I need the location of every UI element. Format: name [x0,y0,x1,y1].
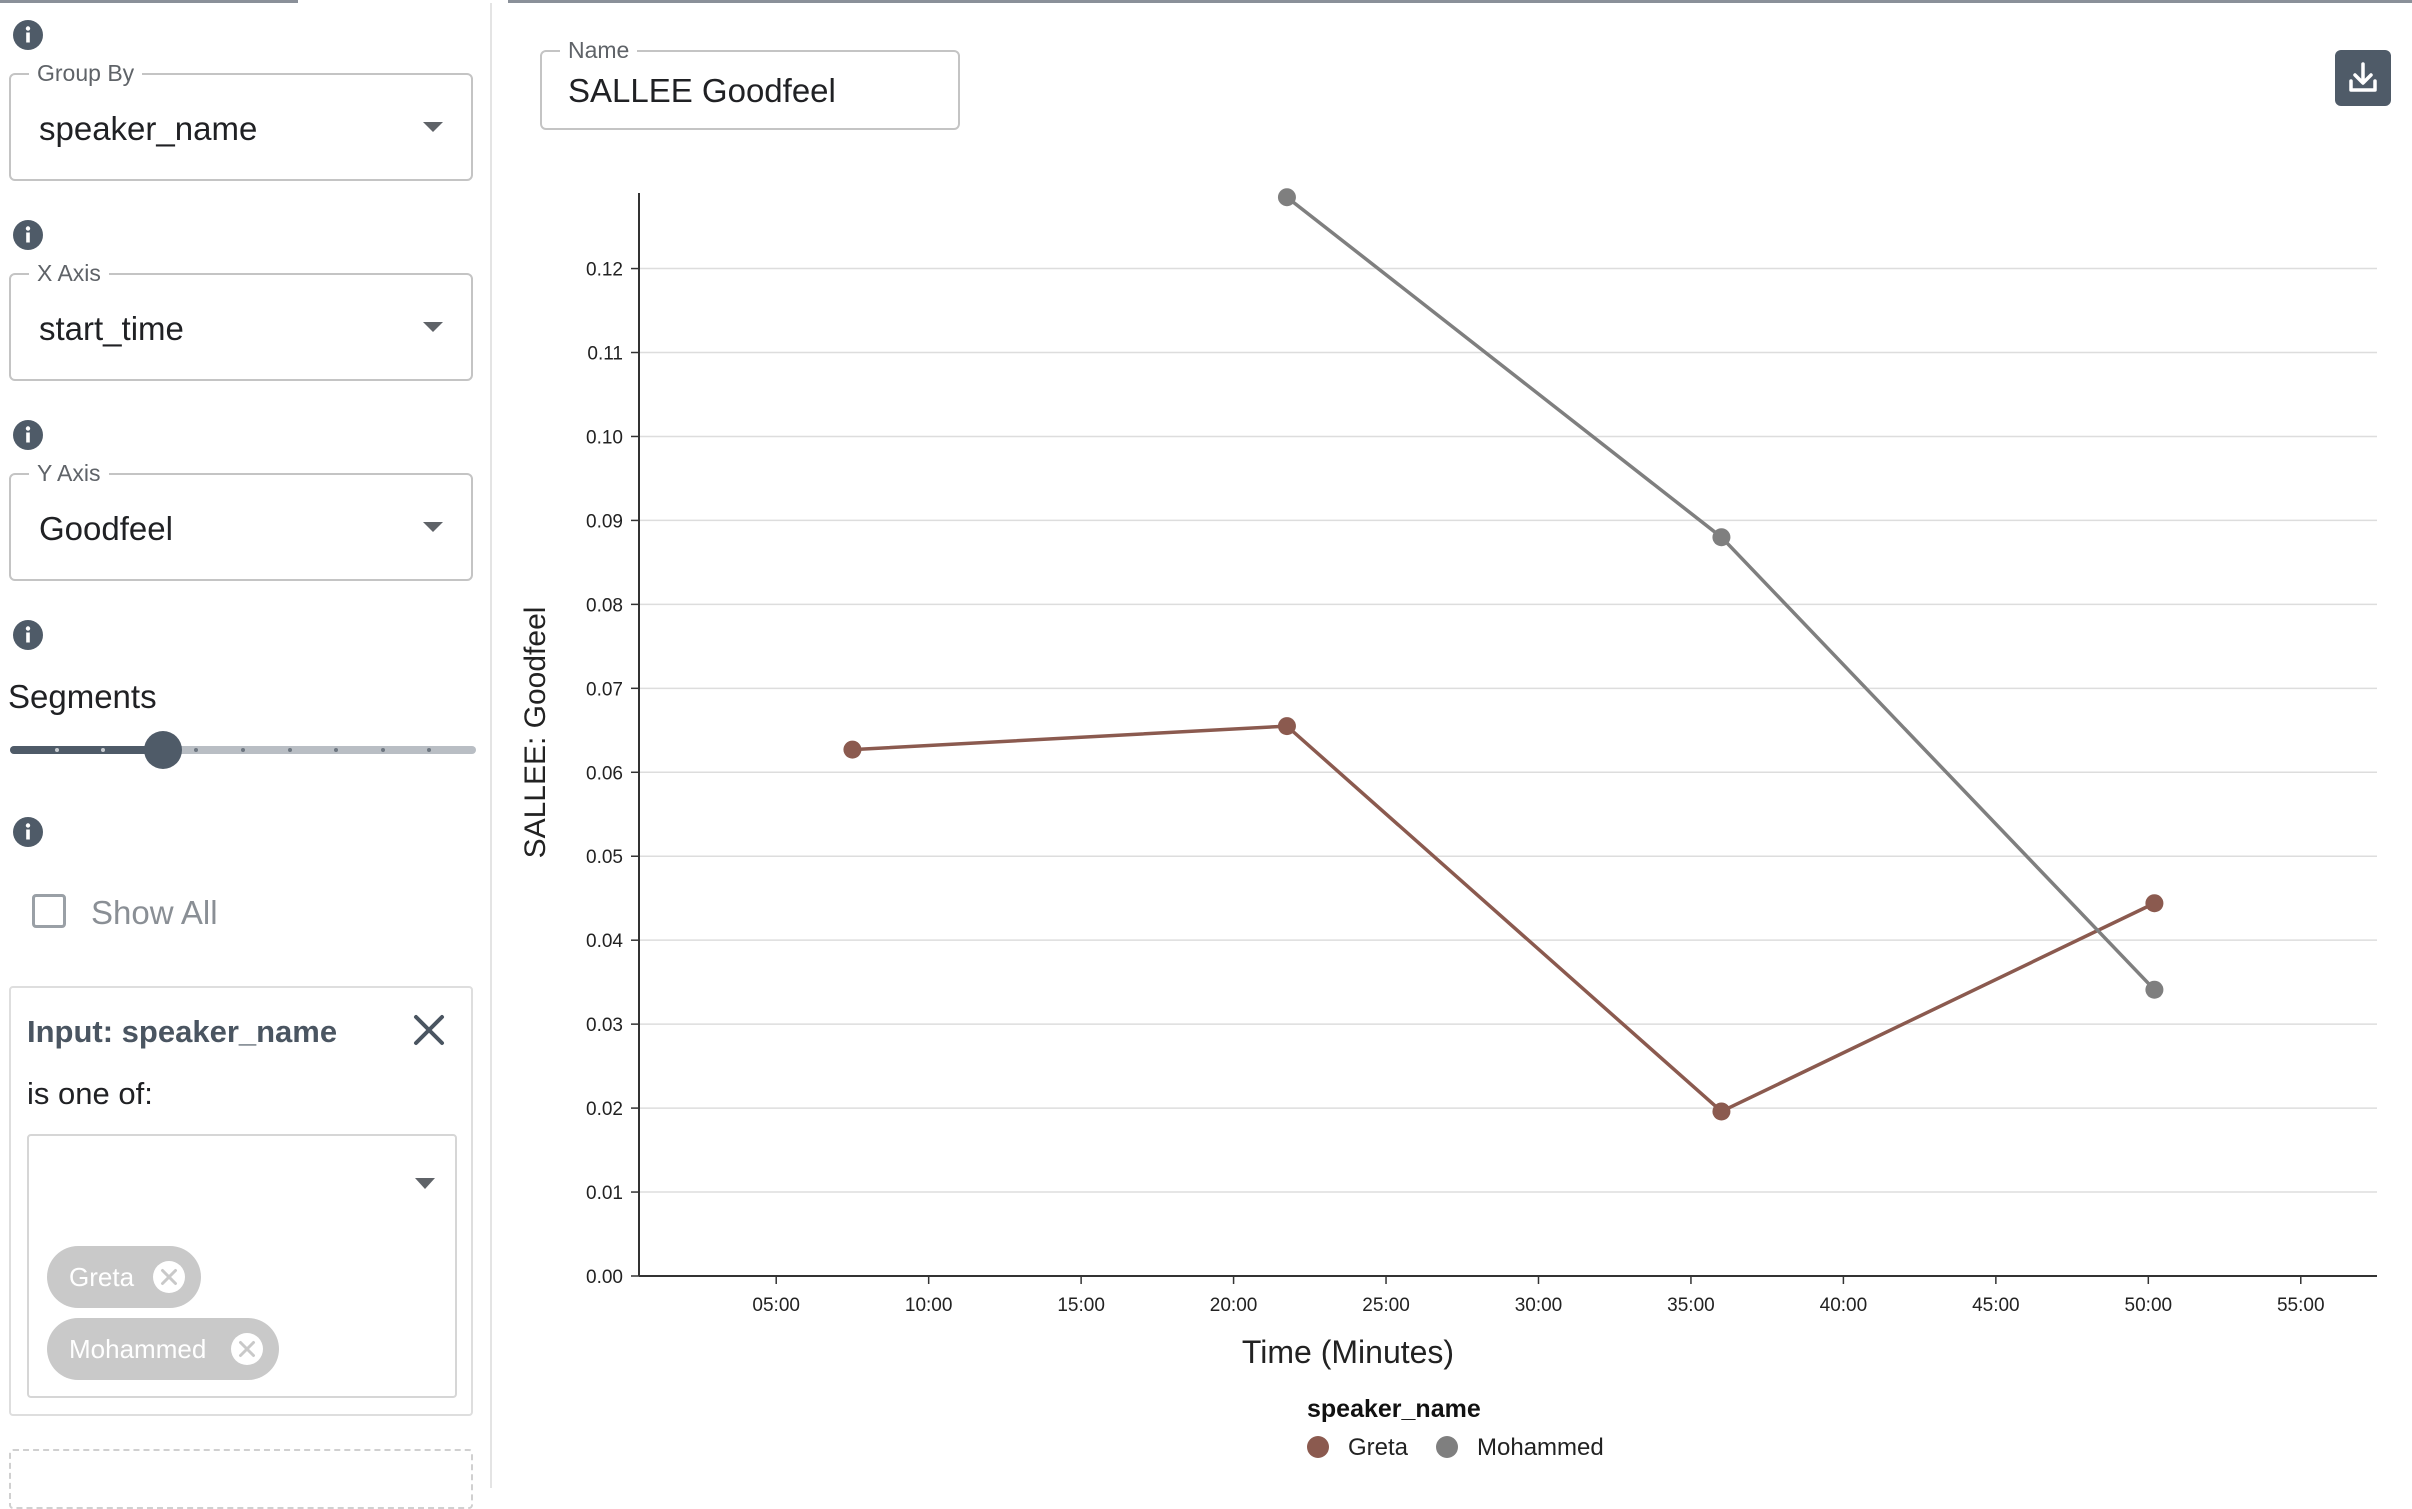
chevron-down-icon [423,122,443,132]
x-tick-label: 35:00 [1667,1295,1715,1316]
slider-mark [101,748,106,752]
data-point-greta [2145,894,2164,913]
x-tick-label: 10:00 [905,1295,953,1316]
x-axis-label: X Axis [29,259,109,287]
top-border [0,0,2412,3]
legend-marker-greta [1307,1436,1329,1458]
slider-mark [241,748,245,752]
y-tick-label: 0.00 [586,1267,623,1288]
data-point-mohammed [1712,528,1731,547]
x-axis-title: Time (Minutes) [1242,1334,1454,1370]
download-icon [2349,62,2377,92]
filter-card: Input: speaker_name is one of: Greta Moh… [9,986,473,1416]
x-axis-select[interactable]: X Axis start_time [9,259,473,381]
slider-mark [287,748,292,752]
chevron-down-icon [423,322,443,332]
chip-greta: Greta [47,1246,201,1308]
group-by-select[interactable]: Group By speaker_name [9,59,473,181]
data-point-greta [843,740,862,759]
legend-label-greta: Greta [1348,1434,1409,1461]
multi-select-input[interactable]: Greta Mohammed [27,1134,457,1398]
data-point-greta [1712,1102,1731,1121]
close-icon[interactable] [409,1010,449,1050]
x-tick-label: 50:00 [2125,1295,2173,1316]
sidebar: Group By speaker_name X Axis start_time … [0,3,490,1509]
y-tick-label: 0.04 [586,931,623,952]
info-icon[interactable] [12,816,44,848]
slider-mark [380,748,385,752]
filter-condition: is one of: [27,1076,153,1111]
y-axis-select[interactable]: Y Axis Goodfeel [9,459,473,581]
x-tick-label: 30:00 [1515,1295,1563,1316]
y-tick-label: 0.10 [586,427,623,448]
show-all-checkbox[interactable] [32,894,66,928]
active-tab-indicator [298,0,508,3]
show-all-label: Show All [91,894,218,931]
y-tick-label: 0.01 [586,1183,623,1204]
info-icon[interactable] [12,19,44,51]
x-tick-label: 05:00 [752,1295,800,1316]
main-panel: Name SALLEE Goodfeel 0.00 0.01 0.02 0.03 0.0… [492,3,2412,1488]
name-value: SALLEE Goodfeel [568,72,836,109]
x-tick-label: 25:00 [1362,1295,1410,1316]
series-line-mohammed [1285,195,2156,991]
segments-slider-thumb[interactable] [144,731,182,769]
y-axis-value: Goodfeel [39,510,173,547]
download-button[interactable] [2335,50,2391,106]
info-icon[interactable] [12,419,44,451]
info-icon[interactable] [12,619,44,651]
y-tick-label: 0.11 [587,344,623,365]
data-point-greta [1277,717,1296,736]
name-input[interactable]: Name SALLEE Goodfeel [540,36,960,130]
info-icon[interactable] [12,219,44,251]
chevron-down-icon [423,522,443,532]
segments-slider-fill [10,746,164,754]
data-point-mohammed [2145,980,2164,999]
chip-label: Mohammed [69,1334,207,1364]
chip-label: Greta [69,1262,135,1292]
chevron-down-icon [415,1178,435,1189]
remove-chip-icon[interactable] [229,1331,265,1367]
segments-label: Segments [8,678,157,715]
x-tick-label: 45:00 [1972,1295,2020,1316]
y-tick-label: 0.06 [586,763,623,784]
x-tick-label: 20:00 [1210,1295,1258,1316]
name-label: Name [560,36,638,64]
y-tick-label: 0.05 [586,847,623,868]
x-tick-label: 55:00 [2277,1295,2325,1316]
line-chart: 0.00 0.01 0.02 0.03 0.04 0.05 0.06 0.07 0.08 0.09… [519,188,2377,1461]
sidebar-divider [490,3,492,1488]
legend-label-mohammed: Mohammed [1477,1434,1604,1461]
y-axis-title: SALLEE: Goodfeel [519,607,552,859]
y-axis-label: Y Axis [29,459,109,487]
group-by-value: speaker_name [39,110,258,147]
legend-title: speaker_name [1307,1395,1481,1423]
slider-mark [334,748,339,752]
y-tick-label: 0.09 [586,511,623,532]
slider-mark [427,748,432,752]
x-tick-label: 15:00 [1057,1295,1105,1316]
legend-marker-mohammed [1436,1436,1458,1458]
slider-mark [54,748,59,752]
group-by-label: Group By [29,59,143,87]
y-tick-label: 0.03 [586,1015,623,1036]
add-filter-area[interactable] [9,1449,473,1509]
series-line-greta [852,724,2156,1114]
y-tick-label: 0.08 [586,595,623,616]
x-tick-label: 40:00 [1820,1295,1868,1316]
filter-title: Input: speaker_name [27,1014,338,1049]
y-tick-label: 0.07 [586,679,623,700]
slider-mark [194,748,199,752]
y-tick-label: 0.02 [586,1099,623,1120]
data-point-mohammed [1277,188,1296,207]
x-axis-value: start_time [39,310,184,347]
y-tick-label: 0.12 [586,260,623,281]
remove-chip-icon[interactable] [151,1259,187,1295]
chip-mohammed: Mohammed [47,1318,279,1380]
